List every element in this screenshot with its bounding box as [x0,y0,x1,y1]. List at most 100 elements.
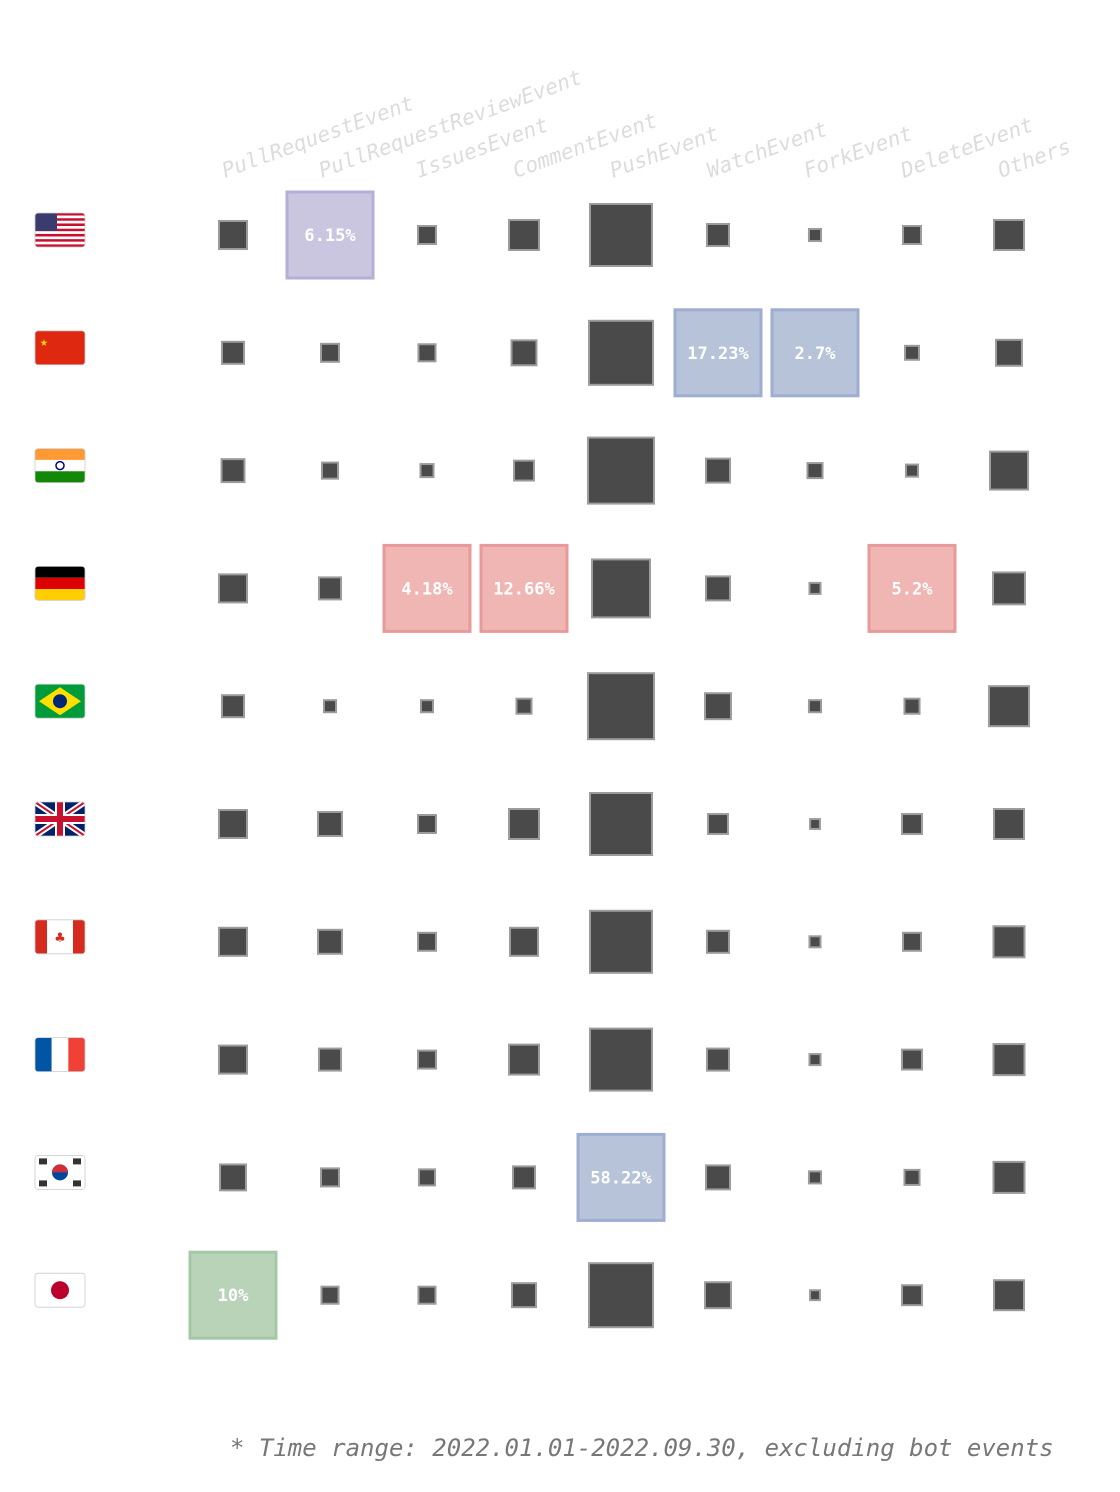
value-square [417,814,437,834]
table-row [34,791,1025,857]
table-row: 58.22% [34,1132,1026,1222]
value-square [508,926,540,957]
value-square [808,581,822,595]
br-flag-icon [34,683,86,719]
value-square [587,1262,655,1329]
value-square [217,926,249,957]
value-square [217,219,249,251]
value-square [705,1047,731,1072]
highlight-cell [188,1250,278,1340]
value-square [992,925,1026,959]
value-square [508,1043,540,1076]
cell-value-label: 58.22% [590,1168,652,1188]
value-square [707,813,729,835]
highlight-cell [867,543,957,633]
value-square [511,1282,537,1309]
value-square [993,808,1025,840]
value-square [903,1168,921,1186]
value-square [317,576,343,601]
value-square [995,338,1023,367]
cn-flag-icon: ★ [34,330,86,366]
cell-value-label: 5.2% [892,579,934,599]
value-square [993,1279,1025,1312]
value-square [705,1164,731,1191]
footnote: * Time range: 2022.01.01-2022.09.30, exc… [230,1434,1054,1462]
cell-value-label: 10% [218,1286,249,1306]
value-square [586,672,656,741]
value-square [806,462,824,480]
value-square [588,1027,654,1092]
value-square [320,342,340,363]
value-square [901,1284,923,1307]
value-square [902,225,922,245]
table-row [34,436,1029,505]
value-square [809,818,821,830]
value-square [989,450,1029,491]
value-square [217,1044,249,1075]
value-square [901,813,923,835]
table-row: 6.15% [34,190,1025,280]
value-square [219,1163,247,1192]
table-row: ★ 17.23% 2.7% [34,308,1023,398]
cell-value-label: 17.23% [687,344,749,364]
value-square [417,1285,437,1305]
svg-text:♣: ♣ [55,928,65,947]
value-square [586,436,656,505]
jp-flag-icon [34,1272,86,1308]
cell-value-label: 4.18% [401,579,453,599]
gb-flag-icon [34,801,86,837]
value-square [417,343,437,363]
us-flag-icon [34,212,86,248]
svg-text:★: ★ [40,335,48,350]
value-square [992,1043,1026,1077]
highlight-cell [479,543,569,633]
value-square [904,344,920,361]
value-square [704,692,732,721]
value-square [588,791,654,857]
value-square [417,931,437,952]
value-square [808,935,822,949]
table-row: ♣ [34,909,1026,974]
value-square [320,461,340,480]
table-row: 4.18% 12.66% 5.2% [34,543,1026,633]
value-square [705,929,731,954]
value-square [809,1289,821,1302]
value-square [807,1170,823,1185]
value-square [317,1047,343,1072]
highlight-cell [382,543,472,633]
value-square [513,459,535,482]
value-square [417,1049,437,1070]
value-square [992,1160,1026,1194]
kr-flag-icon [34,1155,86,1190]
cell-value-label: 6.15% [304,226,356,246]
table-row: 10% [34,1250,1025,1340]
value-square [511,1165,537,1190]
value-square [902,931,922,952]
value-square [220,694,246,719]
value-square [587,319,655,386]
highlight-cell [770,308,860,398]
value-square [808,1053,822,1067]
value-square [217,808,249,840]
table-row [34,1027,1026,1092]
value-square [807,227,823,243]
value-square [807,699,823,714]
value-square [419,463,435,479]
value-square [508,808,540,840]
highlight-cell [285,190,375,280]
highlight-cell [673,308,763,398]
value-square [320,1167,340,1188]
value-square [705,575,731,602]
table-row [34,672,1031,741]
value-square [417,225,437,245]
value-square [510,339,538,367]
ca-flag-icon: ♣ [34,919,86,955]
value-square [320,1285,340,1305]
value-square [317,811,343,837]
value-square [904,463,920,478]
in-flag-icon [34,448,86,484]
value-square [992,571,1026,606]
value-square [987,685,1031,728]
value-square [217,573,249,604]
cell-value-label: 2.7% [795,344,837,364]
